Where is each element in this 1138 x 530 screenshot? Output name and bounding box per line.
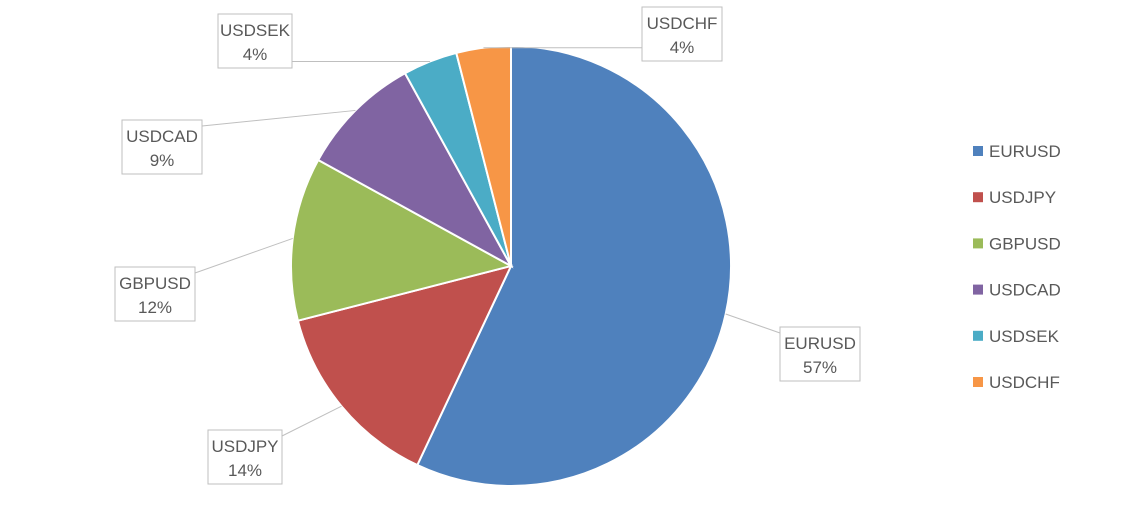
data-label-usdchf: USDCHF 4% xyxy=(641,6,723,62)
legend-label: EURUSD xyxy=(989,142,1061,161)
legend-swatch xyxy=(973,238,983,249)
leader-line-eurusd xyxy=(725,313,781,334)
legend-label: USDSEK xyxy=(989,327,1060,346)
pie-slice-gbpusd xyxy=(290,158,514,322)
legend-item-usdcad: USDCAD xyxy=(973,281,1061,300)
pie-slices xyxy=(290,44,732,487)
data-label-value: 12% xyxy=(138,298,172,317)
data-label-category: EURUSD xyxy=(784,334,856,353)
legend-swatch xyxy=(973,284,983,295)
legend-item-usdjpy: USDJPY xyxy=(973,188,1056,207)
legend-item-eurusd: EURUSD xyxy=(973,142,1061,161)
data-label-box xyxy=(217,13,293,69)
data-label-category: USDCHF xyxy=(647,14,718,33)
legend-item-usdchf: USDCHF xyxy=(973,373,1060,392)
data-label-category: GBPUSD xyxy=(119,274,191,293)
legend: EURUSD USDJPY GBPUSD USDCAD USDSEK USDCHF xyxy=(973,142,1061,392)
label-leader-lines xyxy=(194,47,781,437)
data-label-value: 57% xyxy=(803,358,837,377)
legend-swatch xyxy=(973,330,983,341)
data-label-box xyxy=(641,6,723,62)
data-label-value: 14% xyxy=(228,461,262,480)
legend-swatch xyxy=(973,146,983,156)
legend-label: USDJPY xyxy=(989,188,1056,207)
data-label-usdsek: USDSEK 4% xyxy=(217,13,293,69)
data-label-box xyxy=(121,119,203,175)
legend-item-usdsek: USDSEK xyxy=(973,327,1060,346)
legend-label: GBPUSD xyxy=(989,234,1061,253)
legend-item-gbpusd: GBPUSD xyxy=(973,234,1061,253)
leader-line-usdcad xyxy=(201,109,356,127)
legend-label: USDCHF xyxy=(989,373,1060,392)
pie-slice-usdcad xyxy=(316,71,514,269)
data-label-box xyxy=(779,326,861,382)
data-labels: EURUSD 57% USDJPY 14% GBPUSD 12% USDCAD 9% USDSE… xyxy=(114,6,861,485)
data-label-value: 4% xyxy=(670,38,695,57)
data-label-category: USDJPY xyxy=(211,437,278,456)
legend-swatch xyxy=(973,192,983,203)
data-label-box xyxy=(114,266,196,322)
data-label-usdcad: USDCAD 9% xyxy=(121,119,203,175)
leader-line-usdjpy xyxy=(281,405,342,437)
pie-slice-usdjpy xyxy=(296,264,513,467)
data-label-eurusd: EURUSD 57% xyxy=(779,326,861,382)
data-label-value: 4% xyxy=(243,45,268,64)
data-label-box xyxy=(207,429,283,485)
legend-label: USDCAD xyxy=(989,281,1061,300)
data-label-category: USDSEK xyxy=(220,21,291,40)
legend-swatch xyxy=(973,377,983,387)
data-label-gbpusd: GBPUSD 12% xyxy=(114,266,196,322)
leader-line-gbpusd xyxy=(194,237,293,274)
data-label-value: 9% xyxy=(150,151,175,170)
data-label-category: USDCAD xyxy=(126,127,198,146)
data-label-usdjpy: USDJPY 14% xyxy=(207,429,283,485)
